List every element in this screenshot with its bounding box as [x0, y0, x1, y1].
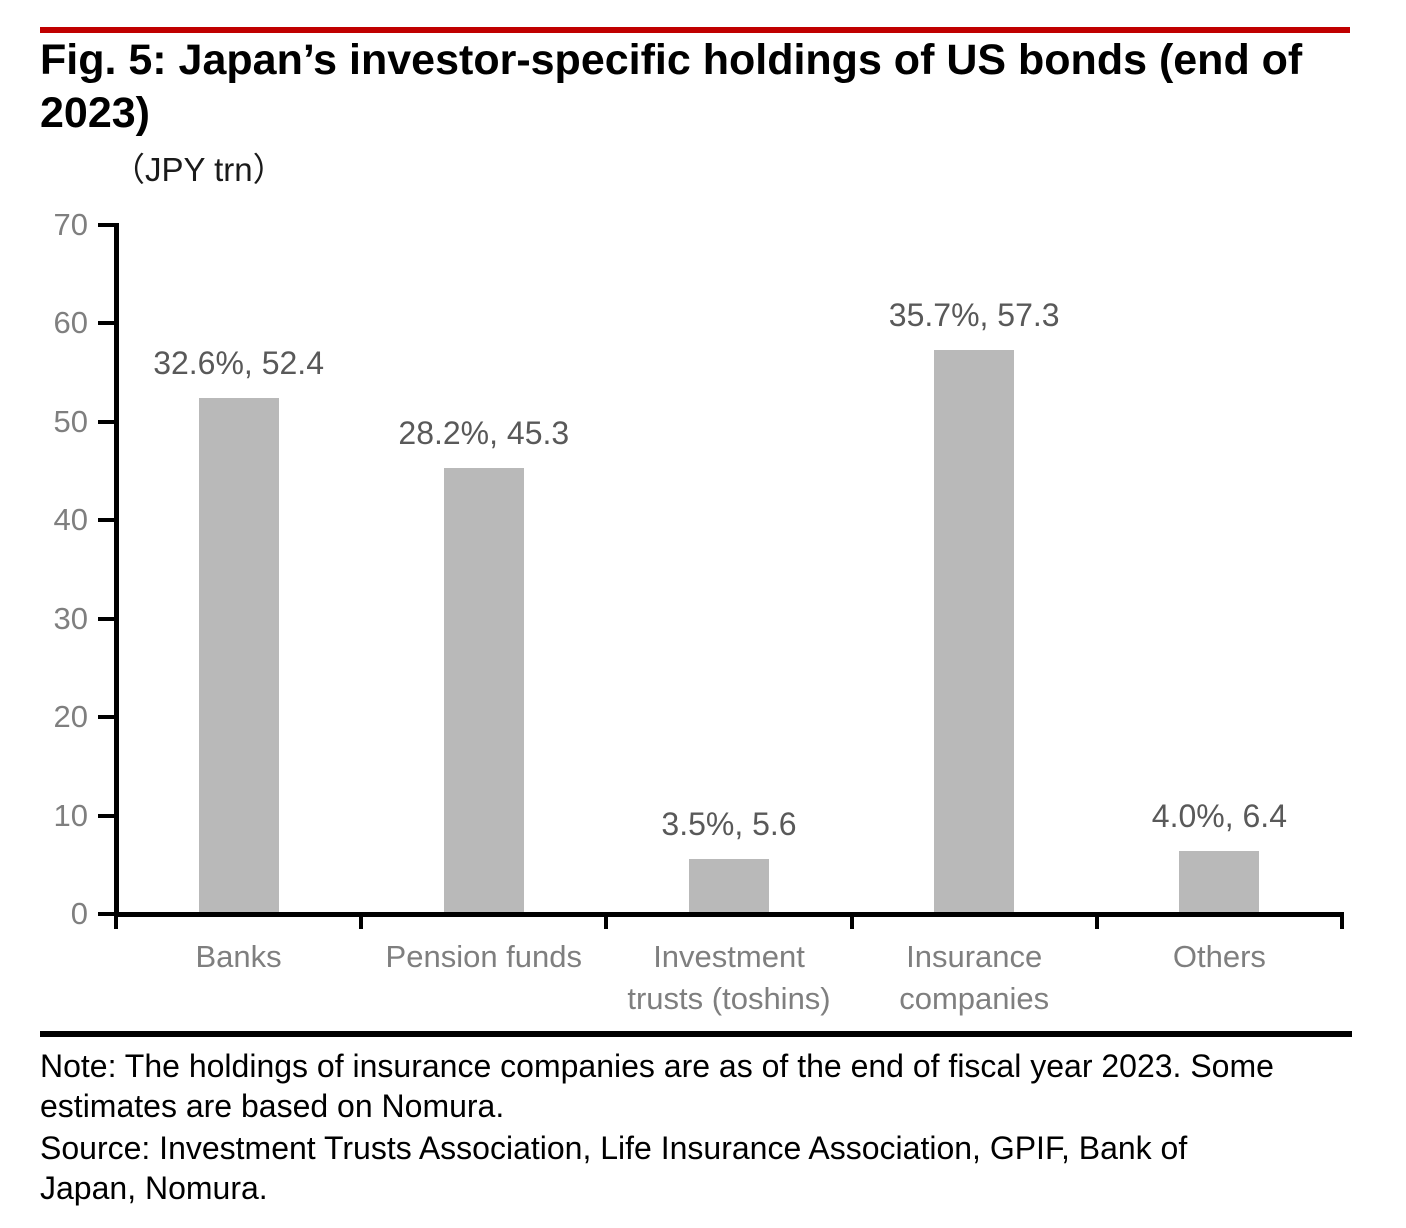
- y-tick: [98, 912, 114, 916]
- category-label: Banks: [195, 939, 282, 974]
- category-label: Investment trusts (toshins): [627, 939, 831, 1016]
- x-tick: [359, 914, 364, 929]
- bar: [1179, 851, 1260, 912]
- y-tick: [98, 715, 114, 720]
- y-tick: [98, 518, 114, 523]
- y-tick-label: 50: [53, 403, 88, 439]
- y-tick-label: 10: [53, 797, 88, 833]
- top-rule: [40, 27, 1350, 33]
- y-tick-label: 0: [70, 896, 88, 931]
- category-label: Others: [1172, 939, 1266, 974]
- y-tick-label: 40: [53, 502, 88, 538]
- y-tick: [98, 419, 114, 424]
- bar-value-label: 35.7%, 57.3: [888, 297, 1060, 333]
- y-tick: [98, 616, 114, 621]
- y-tick: [98, 813, 114, 818]
- x-tick: [1094, 914, 1099, 929]
- x-axis-line: [114, 912, 1344, 917]
- separator-rule: [40, 1031, 1352, 1037]
- y-tick-label: 30: [53, 600, 88, 636]
- category-label: Pension funds: [385, 939, 583, 974]
- bar-value-label: 28.2%, 45.3: [398, 415, 570, 452]
- bar-value-label: 32.6%, 52.4: [153, 345, 324, 382]
- bar-value-label: 4.0%, 6.4: [1151, 798, 1287, 834]
- x-tick: [1340, 914, 1344, 929]
- figure-title: Fig. 5: Japan’s investor-specific holdin…: [40, 36, 1303, 137]
- y-tick: [98, 321, 114, 326]
- x-tick: [604, 914, 609, 929]
- x-tick: [849, 914, 854, 929]
- y-tick-label: 20: [53, 699, 88, 735]
- y-tick: [98, 223, 114, 227]
- unit-label: （JPY trn）: [112, 151, 286, 188]
- bar: [689, 858, 769, 912]
- y-axis-line: [114, 223, 119, 917]
- y-tick-label: 60: [53, 305, 88, 341]
- bar: [934, 350, 1015, 912]
- x-tick: [114, 914, 118, 929]
- note-text: Note: The holdings of insurance companie…: [40, 1048, 1274, 1124]
- bar-chart: 0 10 20 30 40 50 60 70 32.6%, 52.4 Banks 28.2%, 45…: [53, 207, 1344, 1016]
- source-text: Source: Investment Trusts Association, L…: [40, 1130, 1188, 1206]
- category-label: Insurance companies: [899, 939, 1050, 1016]
- y-tick-label: 70: [53, 207, 88, 242]
- bar-value-label: 3.5%, 5.6: [661, 805, 797, 842]
- bar: [443, 468, 524, 912]
- bar: [198, 398, 279, 912]
